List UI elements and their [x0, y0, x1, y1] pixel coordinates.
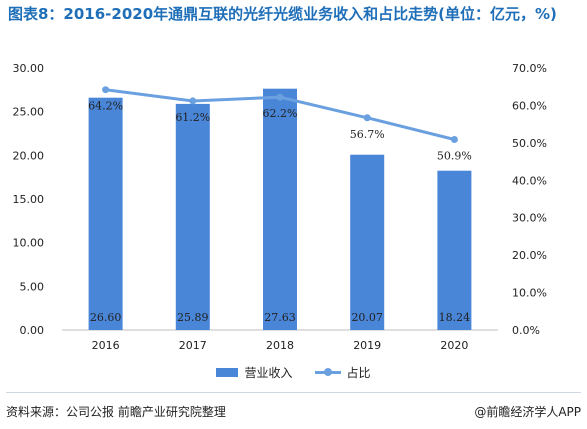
- y-right-tick-label: 0.0%: [512, 324, 540, 337]
- axes-group: 0.00 5.00 10.00 15.00 20.00 25.00 30.00 0.0% 10.…: [13, 62, 547, 352]
- bar-value-label: 26.60: [90, 311, 122, 324]
- bar: [88, 97, 123, 331]
- x-tick-label: 2019: [353, 339, 381, 352]
- x-tick-label: 2017: [179, 339, 207, 352]
- legend-item-share: 占比: [314, 364, 371, 381]
- legend: 营业收入 占比: [0, 364, 587, 380]
- share-value-label: 56.7%: [350, 128, 385, 141]
- x-tick-label: 2018: [266, 339, 294, 352]
- chart-title: 图表8：2016-2020年通鼎互联的光纤光缆业务收入和占比走势(单位：亿元，%…: [8, 5, 557, 23]
- y-right-tick-label: 70.0%: [512, 62, 547, 75]
- brand-note: @前瞻经济学人APP: [474, 405, 581, 419]
- legend-label-revenue: 营业收入: [244, 365, 293, 380]
- bar: [350, 154, 385, 330]
- source-note: 资料来源：公司公报 前瞻产业研究院整理: [6, 405, 226, 419]
- y-right-tick-label: 10.0%: [512, 287, 547, 300]
- share-point: [363, 114, 371, 122]
- bar-value-label: 20.07: [351, 311, 383, 324]
- bar: [175, 103, 210, 330]
- y-left-tick-label: 30.00: [13, 62, 45, 75]
- y-right-tick-label: 20.0%: [512, 249, 547, 262]
- legend-label-share: 占比: [346, 365, 371, 380]
- share-point: [450, 135, 458, 143]
- legend-item-revenue: 营业收入: [216, 364, 293, 381]
- share-point: [102, 86, 110, 94]
- line-group: 64.2% 61.2% 62.2% 56.7% 50.9%: [88, 86, 472, 162]
- x-tick-label: 2020: [440, 339, 468, 352]
- y-left-tick-label: 10.00: [13, 237, 45, 250]
- share-value-label: 62.2%: [263, 107, 298, 120]
- share-value-label: 61.2%: [175, 111, 210, 124]
- share-value-label: 50.9%: [437, 149, 472, 162]
- y-left-tick-label: 25.00: [13, 106, 45, 119]
- footer-divider: [6, 392, 581, 393]
- share-point: [276, 93, 284, 101]
- bar-value-label: 18.24: [439, 311, 471, 324]
- bars-group: 26.60 25.89 27.63 20.07 18.24: [88, 88, 472, 331]
- share-value-label: 64.2%: [88, 100, 123, 113]
- y-left-tick-label: 15.00: [13, 193, 45, 206]
- y-left-tick-label: 5.00: [20, 280, 45, 293]
- y-right-tick-label: 40.0%: [512, 174, 547, 187]
- y-right-tick-label: 30.0%: [512, 212, 547, 225]
- y-left-tick-label: 20.00: [13, 149, 45, 162]
- legend-swatch-bar: [216, 367, 239, 377]
- legend-swatch-line: [314, 367, 341, 377]
- y-right-tick-label: 50.0%: [512, 137, 547, 150]
- bar: [263, 88, 297, 330]
- y-right-tick-label: 60.0%: [512, 99, 547, 112]
- footer: 资料来源：公司公报 前瞻产业研究院整理 @前瞻经济学人APP: [6, 403, 581, 421]
- bar-value-label: 27.63: [264, 311, 296, 324]
- share-point: [189, 97, 197, 105]
- x-tick-label: 2016: [92, 339, 120, 352]
- bar-value-label: 25.89: [177, 311, 209, 324]
- bar: [437, 170, 472, 330]
- y-left-tick-label: 0.00: [20, 324, 45, 337]
